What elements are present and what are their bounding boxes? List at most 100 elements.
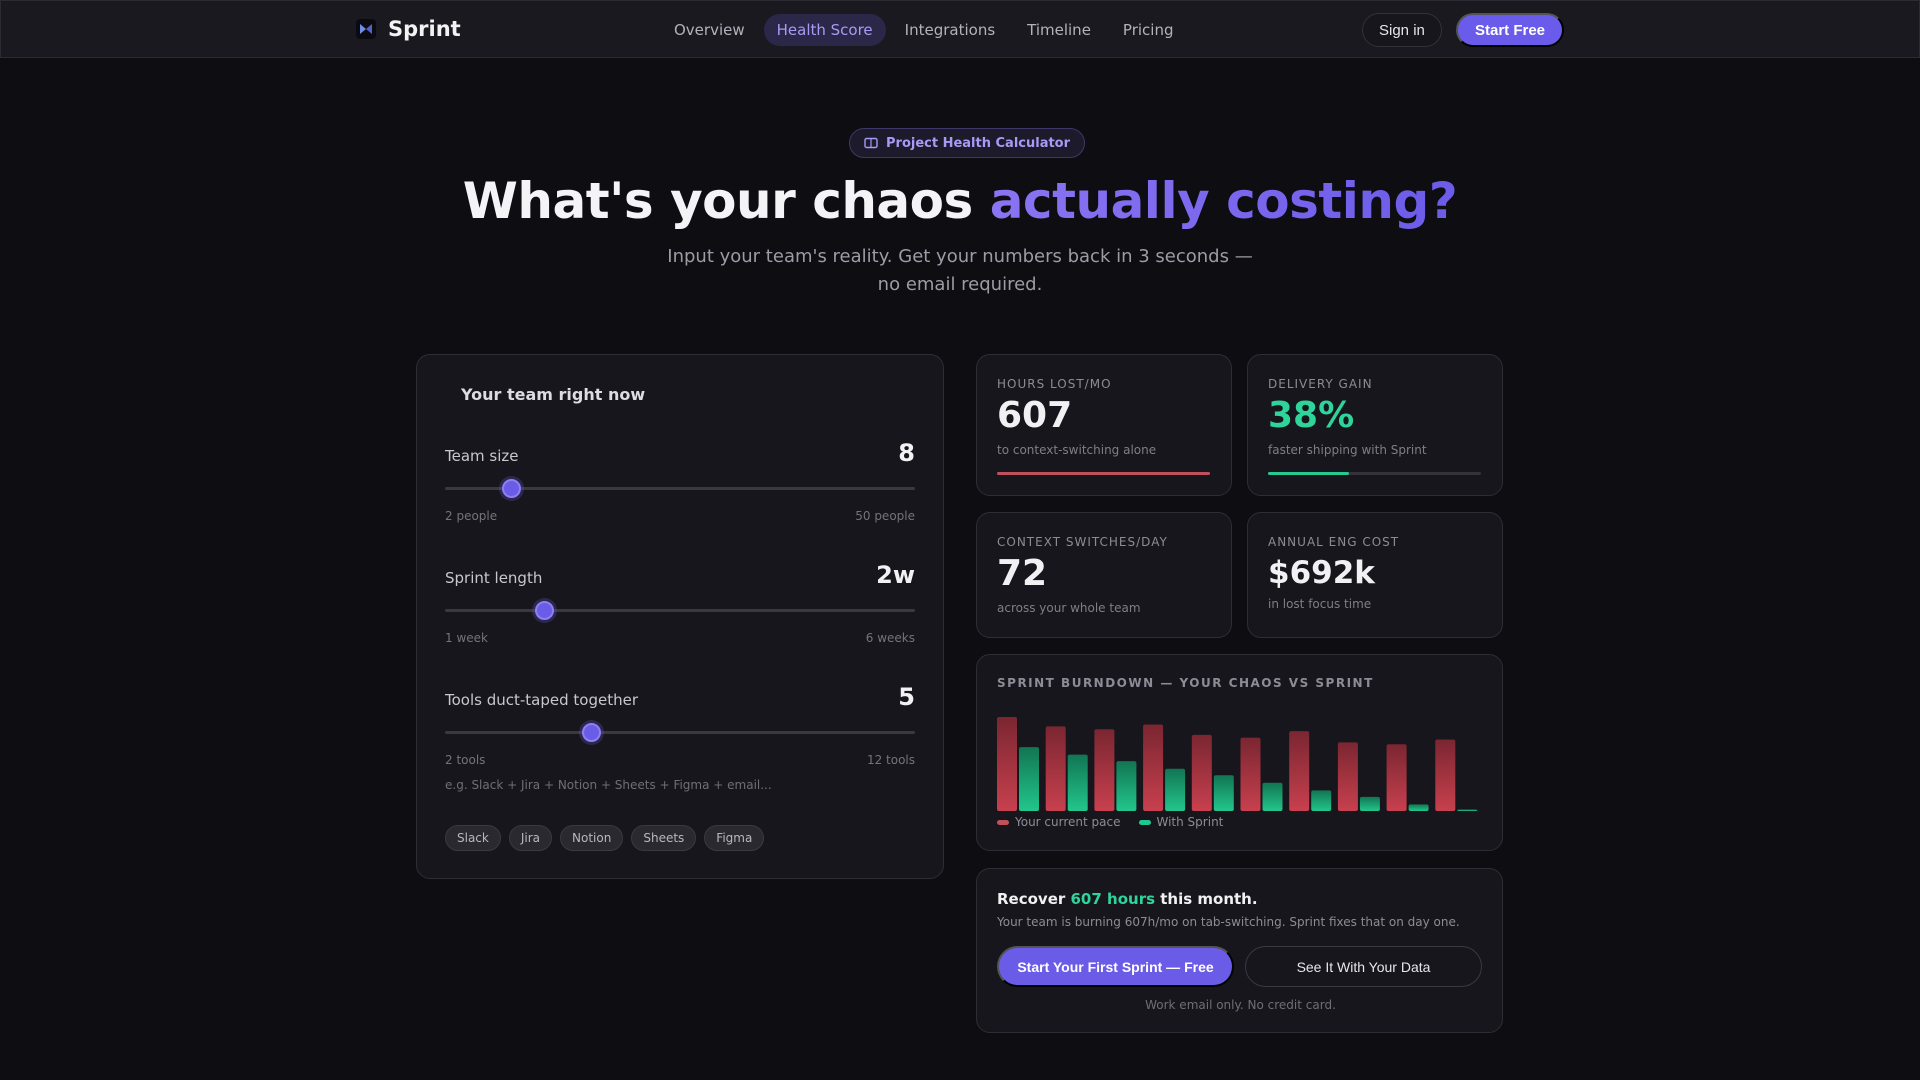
bar-current-pace-2 xyxy=(1045,726,1066,811)
start-free-button[interactable]: Start Free xyxy=(1456,13,1565,47)
legend-label: With Sprint xyxy=(1156,815,1224,829)
stat-desc: to context-switching alone xyxy=(997,443,1157,457)
cta-head-highlight: 607 hours xyxy=(1070,890,1156,908)
bar-with-sprint-6 xyxy=(1262,782,1283,811)
legend-swatch xyxy=(997,819,1009,825)
team-panel: Your team right now Team size 8 2 people… xyxy=(416,354,944,879)
stat-label: DELIVERY GAIN xyxy=(1268,377,1373,391)
bar-with-sprint-2 xyxy=(1067,754,1088,811)
title-accent: actually costing? xyxy=(989,172,1458,230)
start-first-sprint-button[interactable]: Start Your First Sprint — Free xyxy=(997,946,1234,987)
sprint-logo-icon xyxy=(356,19,376,39)
bar-current-pace-5 xyxy=(1191,734,1212,811)
sign-in-button[interactable]: Sign in xyxy=(1362,13,1442,47)
bar-current-pace-7 xyxy=(1289,731,1310,811)
nav-link-timeline[interactable]: Timeline xyxy=(1027,21,1091,39)
stat-value: $692k xyxy=(1268,555,1375,591)
slider-value: 8 xyxy=(898,439,915,467)
slider-min-label: 1 week xyxy=(445,631,488,645)
cta-note: Work email only. No credit card. xyxy=(1145,998,1336,1012)
tool-chip-notion[interactable]: Notion xyxy=(560,825,624,851)
bar-current-pace-10 xyxy=(1435,739,1456,811)
slider-value: 5 xyxy=(898,683,915,711)
stat-progress-bar xyxy=(997,472,1210,475)
stat-card-annual-cost: ANNUAL ENG COST $692k in lost focus time xyxy=(1247,512,1503,638)
tool-chip-slack[interactable]: Slack xyxy=(445,825,501,851)
tool-chip-figma[interactable]: Figma xyxy=(704,825,765,851)
team-size-slider[interactable] xyxy=(445,479,915,498)
bar-with-sprint-3 xyxy=(1116,761,1137,811)
slider-label: Team size xyxy=(445,447,519,465)
brand-name: Sprint xyxy=(388,17,461,41)
stat-label: ANNUAL ENG COST xyxy=(1268,535,1400,549)
bar-with-sprint-9 xyxy=(1408,804,1429,811)
stat-progress-bar xyxy=(1268,472,1481,475)
calculator-badge: Project Health Calculator xyxy=(849,128,1086,158)
see-with-data-button[interactable]: See It With Your Data xyxy=(1245,946,1482,987)
slider-max-label: 6 weeks xyxy=(865,631,915,645)
sprint-length-slider[interactable] xyxy=(445,601,915,620)
burndown-chart-card: SPRINT BURNDOWN — YOUR CHAOS VS SPRINT Y… xyxy=(976,654,1503,851)
stat-card-hours-lost: HOURS LOST/MO 607 to context-switching a… xyxy=(976,354,1232,496)
stat-desc: faster shipping with Sprint xyxy=(1268,443,1427,457)
bar-current-pace-8 xyxy=(1337,742,1358,811)
title-main: What's your chaos xyxy=(462,172,990,230)
stat-card-delivery-gain: DELIVERY GAIN 38% faster shipping with S… xyxy=(1247,354,1503,496)
stat-value: 607 xyxy=(997,395,1073,436)
page-title: What's your chaos actually costing? xyxy=(0,172,1920,230)
bar-current-pace-6 xyxy=(1240,737,1261,811)
top-nav: Sprint Overview Health Score Integration… xyxy=(0,0,1920,58)
chart-legend: Your current pace With Sprint xyxy=(997,815,1223,829)
brand[interactable]: Sprint xyxy=(356,17,461,41)
stat-card-context-switches: CONTEXT SWITCHES/DAY 72 across your whol… xyxy=(976,512,1232,638)
cta-head-prefix: Recover xyxy=(997,890,1071,908)
bar-with-sprint-8 xyxy=(1359,796,1380,811)
badge-label: Project Health Calculator xyxy=(886,135,1071,151)
tools-slider[interactable] xyxy=(445,723,915,742)
slider-max-label: 12 tools xyxy=(866,753,915,767)
slider-thumb[interactable] xyxy=(534,601,554,620)
tool-chips: Slack Jira Notion Sheets Figma xyxy=(445,825,765,851)
nav-link-health-score[interactable]: Health Score xyxy=(763,14,886,46)
slider-min-label: 2 tools xyxy=(445,753,486,767)
tools-hint: e.g. Slack + Jira + Notion + Sheets + Fi… xyxy=(445,778,772,792)
tool-chip-sheets[interactable]: Sheets xyxy=(631,825,697,851)
bar-current-pace-9 xyxy=(1386,744,1407,811)
stat-label: CONTEXT SWITCHES/DAY xyxy=(997,535,1168,549)
nav-links: Overview Health Score Integrations Timel… xyxy=(661,14,1186,46)
stat-progress-fill xyxy=(1268,472,1349,475)
bar-current-pace-1 xyxy=(997,717,1017,811)
nav-link-pricing[interactable]: Pricing xyxy=(1122,21,1174,39)
slider-label: Sprint length xyxy=(445,569,543,587)
calculator-icon xyxy=(864,137,878,149)
nav-link-integrations[interactable]: Integrations xyxy=(904,21,996,39)
slider-min-label: 2 people xyxy=(445,509,498,523)
cta-subtitle: Your team is burning 607h/mo on tab-swit… xyxy=(997,915,1460,929)
nav-link-overview[interactable]: Overview xyxy=(674,21,745,39)
bar-with-sprint-5 xyxy=(1213,775,1234,811)
bar-with-sprint-7 xyxy=(1311,790,1332,811)
bar-current-pace-3 xyxy=(1094,729,1115,811)
legend-item-sprint: With Sprint xyxy=(1138,815,1224,829)
legend-swatch xyxy=(1138,819,1151,825)
bar-with-sprint-1 xyxy=(1019,747,1039,811)
bar-with-sprint-4 xyxy=(1165,768,1186,811)
stat-progress-fill xyxy=(997,472,1210,475)
bar-current-pace-4 xyxy=(1143,724,1164,811)
slider-thumb[interactable] xyxy=(581,723,601,742)
chart-title: SPRINT BURNDOWN — YOUR CHAOS VS SPRINT xyxy=(997,676,1374,690)
page-subtitle: Input your team's reality. Get your numb… xyxy=(667,246,1253,295)
legend-label: Your current pace xyxy=(1015,815,1121,829)
slider-label: Tools duct-taped together xyxy=(445,691,638,709)
cta-card: Recover 607 hours this month. Your team … xyxy=(976,868,1503,1033)
cta-heading: Recover 607 hours this month. xyxy=(997,890,1258,908)
stat-value: 72 xyxy=(997,553,1048,594)
slider-thumb[interactable] xyxy=(501,479,521,498)
cta-head-suffix: this month. xyxy=(1155,890,1258,908)
stat-desc: in lost focus time xyxy=(1268,597,1372,611)
bar-with-sprint-10 xyxy=(1457,809,1478,811)
panel-title: Your team right now xyxy=(461,385,646,404)
stat-label: HOURS LOST/MO xyxy=(997,377,1112,391)
slider-value: 2w xyxy=(876,561,915,589)
tool-chip-jira[interactable]: Jira xyxy=(508,825,553,851)
